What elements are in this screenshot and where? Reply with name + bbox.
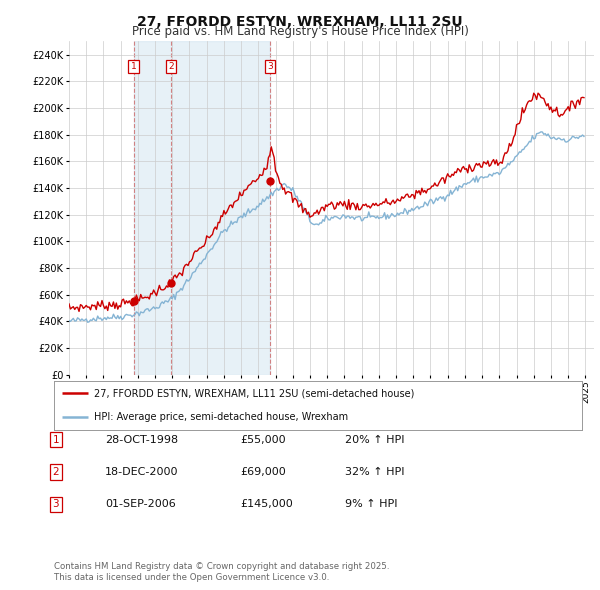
Text: Contains HM Land Registry data © Crown copyright and database right 2025.
This d: Contains HM Land Registry data © Crown c… (54, 562, 389, 582)
Text: 1: 1 (52, 435, 59, 444)
Text: 2: 2 (168, 62, 173, 71)
Bar (134, 41, 270, 375)
Text: 3: 3 (52, 500, 59, 509)
Text: £55,000: £55,000 (240, 435, 286, 444)
Text: 1: 1 (131, 62, 136, 71)
Text: 20% ↑ HPI: 20% ↑ HPI (345, 435, 404, 444)
Text: 2: 2 (52, 467, 59, 477)
Text: Price paid vs. HM Land Registry's House Price Index (HPI): Price paid vs. HM Land Registry's House … (131, 25, 469, 38)
Text: 32% ↑ HPI: 32% ↑ HPI (345, 467, 404, 477)
Text: 27, FFORDD ESTYN, WREXHAM, LL11 2SU (semi-detached house): 27, FFORDD ESTYN, WREXHAM, LL11 2SU (sem… (94, 388, 414, 398)
Text: 28-OCT-1998: 28-OCT-1998 (105, 435, 178, 444)
Text: HPI: Average price, semi-detached house, Wrexham: HPI: Average price, semi-detached house,… (94, 412, 348, 422)
Text: 9% ↑ HPI: 9% ↑ HPI (345, 500, 398, 509)
Text: 3: 3 (267, 62, 273, 71)
Text: 18-DEC-2000: 18-DEC-2000 (105, 467, 179, 477)
Text: 27, FFORDD ESTYN, WREXHAM, LL11 2SU: 27, FFORDD ESTYN, WREXHAM, LL11 2SU (137, 15, 463, 29)
Text: 01-SEP-2006: 01-SEP-2006 (105, 500, 176, 509)
Text: £145,000: £145,000 (240, 500, 293, 509)
Text: £69,000: £69,000 (240, 467, 286, 477)
